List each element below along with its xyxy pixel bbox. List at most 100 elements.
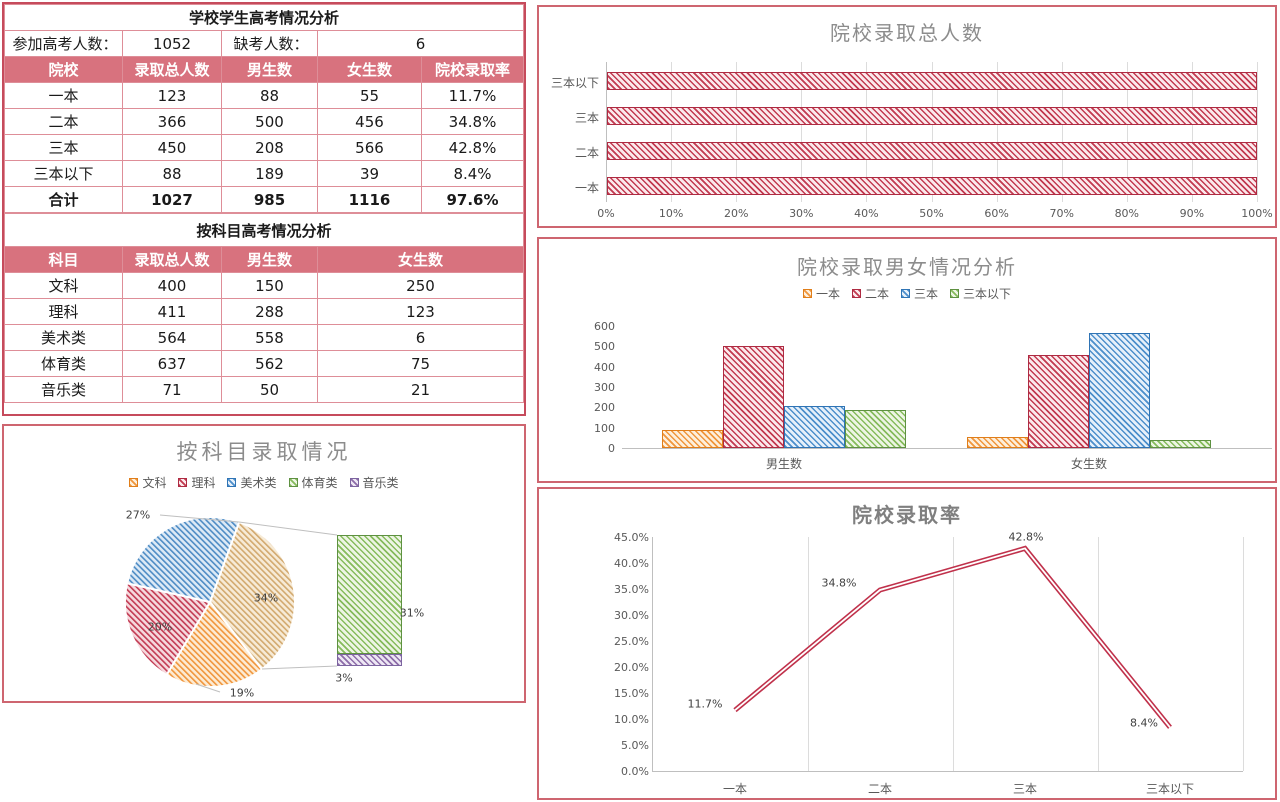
grouped-bar-chart-gender[interactable]: 院校录取男女情况分析 一本 二本 三本 三本以下 600 500 400 300 200 100…: [537, 237, 1277, 483]
bar-三本以下-女生数[interactable]: [1150, 440, 1211, 448]
table-cell[interactable]: 音乐类: [4, 376, 123, 403]
hbar-chart-total-admission[interactable]: 院校录取总人数 0% 10% 20% 30% 40% 50% 60% 70% 80% 90% 100…: [537, 5, 1277, 228]
legend-item[interactable]: 一本: [802, 285, 840, 302]
legend-item[interactable]: 文科: [129, 474, 166, 491]
table-cell[interactable]: 42.8%: [421, 134, 524, 161]
leader-line: [238, 521, 338, 536]
bar-一本-男生数[interactable]: [662, 430, 723, 448]
bar-一本-女生数[interactable]: [967, 436, 1028, 448]
school-table-title: 学校学生高考情况分析: [4, 4, 524, 31]
gridline: [1243, 537, 1244, 771]
table-cell[interactable]: 二本: [4, 108, 123, 135]
bar-一本[interactable]: [607, 177, 1257, 195]
column-header[interactable]: 录取总人数: [122, 56, 222, 83]
table-cell[interactable]: 71: [122, 376, 222, 403]
table-cell[interactable]: 文科: [4, 272, 123, 299]
table-cell[interactable]: 123: [317, 298, 524, 325]
table-cell[interactable]: 411: [122, 298, 222, 325]
table-cell[interactable]: 1027: [122, 186, 222, 213]
table-cell[interactable]: 150: [221, 272, 318, 299]
table-cell[interactable]: 88: [122, 160, 222, 187]
column-header[interactable]: 院校录取率: [421, 56, 524, 83]
table-cell[interactable]: 985: [221, 186, 318, 213]
absent-count-label[interactable]: 缺考人数：: [221, 30, 318, 57]
gender-chart-legend: 一本 二本 三本 三本以下: [539, 285, 1275, 302]
table-cell[interactable]: 562: [221, 350, 318, 377]
pie-chart-subject-admission[interactable]: 按科目录取情况 文科 理科 美术类 体育类 音乐类 34% 19% 20% 27% 31% 3%: [2, 424, 526, 703]
y-tick-label: 15.0%: [614, 687, 649, 700]
table-cell[interactable]: 39: [317, 160, 422, 187]
table-cell[interactable]: 8.4%: [421, 160, 524, 187]
legend-item[interactable]: 理科: [178, 474, 215, 491]
table-cell[interactable]: 体育类: [4, 350, 123, 377]
table-cell[interactable]: 250: [317, 272, 524, 299]
bar-三本以下[interactable]: [607, 72, 1257, 90]
bar-二本[interactable]: [607, 142, 1257, 160]
table-cell[interactable]: 34.8%: [421, 108, 524, 135]
pie-percent-label: 20%: [147, 620, 173, 634]
table-cell[interactable]: 564: [122, 324, 222, 351]
table-cell[interactable]: 50: [221, 376, 318, 403]
table-cell[interactable]: 450: [122, 134, 222, 161]
bar-三本[interactable]: [607, 107, 1257, 125]
table-cell[interactable]: 208: [221, 134, 318, 161]
table-cell[interactable]: 500: [221, 108, 318, 135]
legend-item[interactable]: 体育类: [288, 474, 338, 491]
x-category-label: 三本以下: [1145, 782, 1194, 796]
table-cell[interactable]: 11.7%: [421, 82, 524, 109]
column-header[interactable]: 女生数: [317, 56, 422, 83]
attendee-count-label[interactable]: 参加高考人数：: [4, 30, 123, 57]
attendee-count-value[interactable]: 1052: [122, 30, 222, 57]
legend-item[interactable]: 二本: [851, 285, 889, 302]
table-cell[interactable]: 88: [221, 82, 318, 109]
bar-of-pie-segment-music[interactable]: [337, 654, 402, 666]
table-cell[interactable]: 一本: [4, 82, 123, 109]
line-chart-admission-rate[interactable]: 院校录取率 45.0% 40.0% 35.0% 30.0% 25.0% 20.0% 15.0…: [537, 487, 1277, 800]
legend-item[interactable]: 美术类: [227, 474, 277, 491]
legend-label: 理科: [191, 476, 216, 490]
pie-slice-美术类[interactable]: [125, 515, 241, 604]
bar-of-pie-segment-sports[interactable]: [337, 535, 402, 654]
bar-三本-男生数[interactable]: [784, 405, 845, 448]
table-cell[interactable]: 288: [221, 298, 318, 325]
bar-二本-女生数[interactable]: [1028, 355, 1089, 448]
legend-item[interactable]: 三本: [901, 285, 938, 302]
legend-item[interactable]: 音乐类: [349, 474, 399, 491]
table-cell[interactable]: 合计: [4, 186, 123, 213]
bar-二本-男生数[interactable]: [723, 346, 784, 448]
table-cell[interactable]: 75: [317, 350, 524, 377]
table-cell[interactable]: 97.6%: [421, 186, 524, 213]
pie-slice-其他[interactable]: [208, 520, 296, 671]
table-cell[interactable]: 三本以下: [4, 160, 123, 187]
table-cell[interactable]: 55: [317, 82, 422, 109]
table-cell[interactable]: 558: [221, 324, 318, 351]
column-header[interactable]: 男生数: [221, 56, 318, 83]
table-cell[interactable]: 189: [221, 160, 318, 187]
bar-三本以下-男生数[interactable]: [845, 409, 906, 448]
absent-count-value[interactable]: 6: [317, 30, 524, 57]
table-cell[interactable]: 三本: [4, 134, 123, 161]
column-header[interactable]: 男生数: [221, 246, 318, 273]
table-cell[interactable]: 400: [122, 272, 222, 299]
column-header[interactable]: 院校: [4, 56, 123, 83]
table-cell[interactable]: 366: [122, 108, 222, 135]
table-cell[interactable]: 637: [122, 350, 222, 377]
table-cell[interactable]: 21: [317, 376, 524, 403]
rate-line-series: [733, 545, 1172, 729]
pie-slice-文科[interactable]: [165, 600, 264, 688]
column-header[interactable]: 科目: [4, 246, 123, 273]
table-cell[interactable]: 理科: [4, 298, 123, 325]
table-cell[interactable]: 456: [317, 108, 422, 135]
legend-label: 三本: [914, 287, 939, 301]
column-header[interactable]: 录取总人数: [122, 246, 222, 273]
bar-三本-女生数[interactable]: [1089, 332, 1150, 448]
table-cell[interactable]: 566: [317, 134, 422, 161]
table-row: 音乐类 71 50 21: [4, 376, 524, 403]
pie-plot: [124, 514, 338, 693]
table-cell[interactable]: 美术类: [4, 324, 123, 351]
legend-item[interactable]: 三本以下: [950, 285, 1011, 302]
table-cell[interactable]: 6: [317, 324, 524, 351]
column-header[interactable]: 女生数: [317, 246, 524, 273]
table-cell[interactable]: 123: [122, 82, 222, 109]
table-cell[interactable]: 1116: [317, 186, 422, 213]
